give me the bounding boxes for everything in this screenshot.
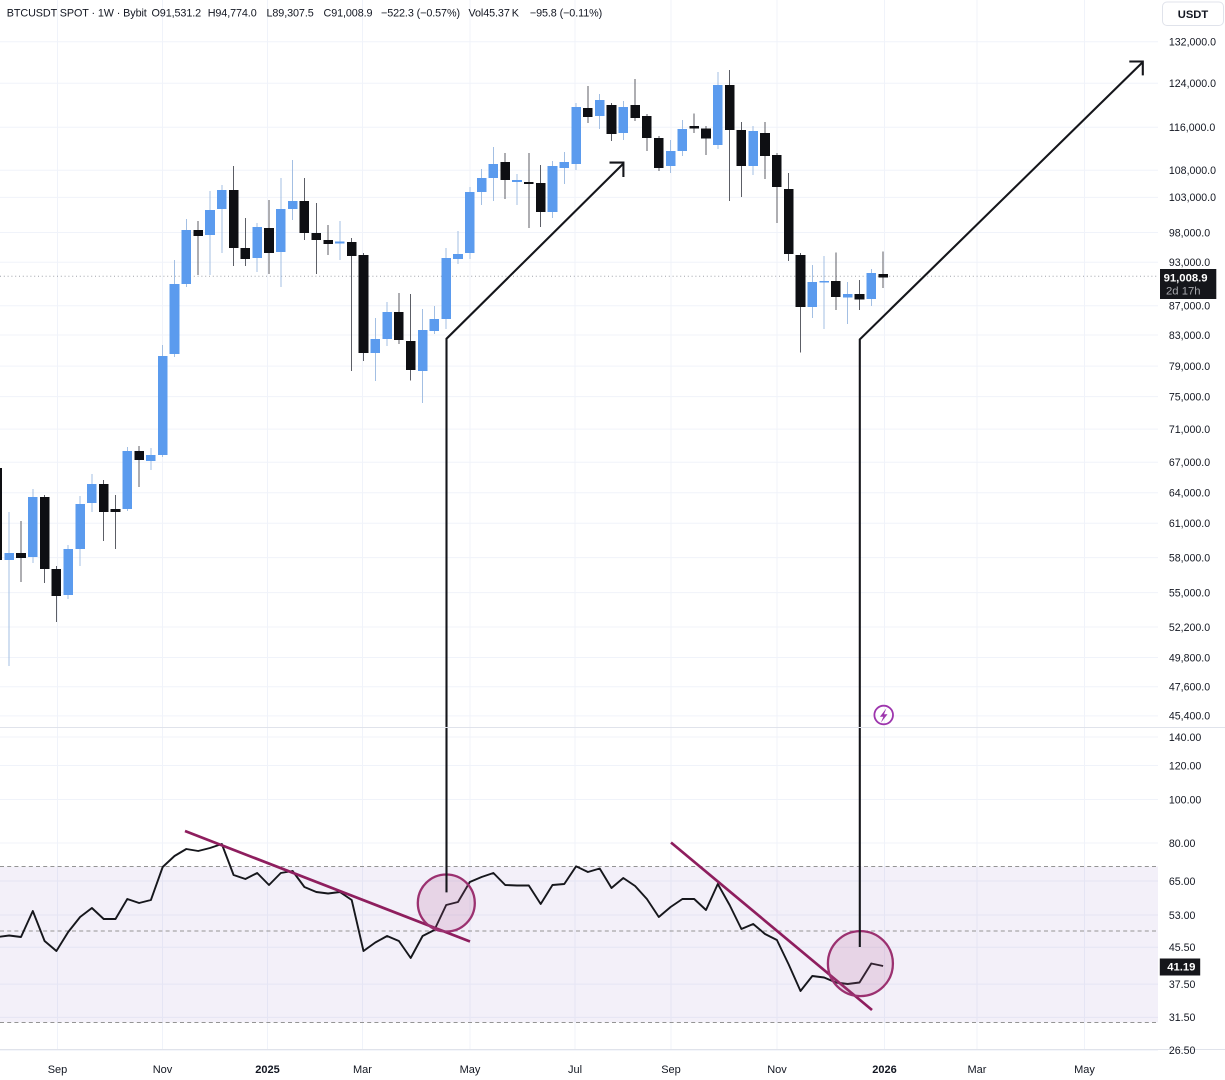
svg-text:87,000.0: 87,000.0 (1169, 301, 1210, 313)
svg-text:79,000.0: 79,000.0 (1169, 361, 1210, 373)
svg-text:−95.8 (−0.11%): −95.8 (−0.11%) (530, 7, 602, 19)
svg-text:67,000.0: 67,000.0 (1169, 457, 1210, 469)
svg-text:2026: 2026 (872, 1064, 896, 1076)
svg-text:37.50: 37.50 (1169, 979, 1196, 991)
svg-text:71,000.0: 71,000.0 (1169, 424, 1210, 436)
svg-text:Sep: Sep (48, 1064, 68, 1076)
svg-text:108,000.0: 108,000.0 (1169, 165, 1216, 177)
svg-text:116,000.0: 116,000.0 (1169, 122, 1215, 134)
svg-text:May: May (1074, 1064, 1095, 1076)
svg-text:64,000.0: 64,000.0 (1169, 488, 1210, 500)
svg-text:65.00: 65.00 (1169, 876, 1196, 888)
svg-text:31.50: 31.50 (1169, 1012, 1196, 1024)
svg-text:91,008.9: 91,008.9 (1164, 272, 1208, 284)
svg-text:75,000.0: 75,000.0 (1169, 391, 1210, 403)
svg-text:USDT: USDT (1178, 9, 1209, 21)
svg-text:BTCUSDT SPOT · 1W · Bybit: BTCUSDT SPOT · 1W · Bybit (7, 7, 147, 19)
svg-text:98,000.0: 98,000.0 (1169, 227, 1210, 239)
svg-text:100.00: 100.00 (1169, 794, 1202, 806)
svg-text:O91,531.2: O91,531.2 (152, 7, 202, 19)
svg-text:Mar: Mar (968, 1064, 987, 1076)
svg-text:May: May (460, 1064, 481, 1076)
svg-text:2d 17h: 2d 17h (1166, 285, 1201, 297)
svg-text:C91,008.9: C91,008.9 (324, 7, 373, 19)
svg-text:55,000.0: 55,000.0 (1169, 587, 1210, 599)
svg-text:Jul: Jul (568, 1064, 582, 1076)
svg-text:124,000.0: 124,000.0 (1169, 78, 1216, 90)
svg-text:Sep: Sep (661, 1064, 681, 1076)
svg-text:80.00: 80.00 (1169, 838, 1196, 850)
svg-text:61,000.0: 61,000.0 (1169, 518, 1210, 530)
svg-text:41.19: 41.19 (1167, 962, 1195, 974)
svg-text:26.50: 26.50 (1169, 1045, 1196, 1057)
svg-text:Mar: Mar (353, 1064, 372, 1076)
svg-text:93,000.0: 93,000.0 (1169, 257, 1210, 269)
svg-text:Nov: Nov (153, 1064, 173, 1076)
svg-text:58,000.0: 58,000.0 (1169, 552, 1210, 564)
svg-text:L89,307.5: L89,307.5 (267, 7, 314, 19)
svg-text:2025: 2025 (255, 1064, 279, 1076)
svg-text:103,000.0: 103,000.0 (1169, 192, 1216, 204)
svg-text:45,400.0: 45,400.0 (1169, 711, 1210, 723)
svg-text:47,600.0: 47,600.0 (1169, 682, 1210, 694)
svg-text:Nov: Nov (767, 1064, 787, 1076)
svg-text:120.00: 120.00 (1169, 760, 1202, 772)
svg-text:132,000.0: 132,000.0 (1169, 37, 1216, 49)
svg-text:Vol45.37 K: Vol45.37 K (469, 7, 520, 19)
svg-text:83,000.0: 83,000.0 (1169, 330, 1210, 342)
svg-text:−522.3 (−0.57%): −522.3 (−0.57%) (381, 7, 460, 19)
svg-text:140.00: 140.00 (1169, 732, 1202, 744)
svg-text:49,800.0: 49,800.0 (1169, 652, 1210, 664)
svg-text:H94,774.0: H94,774.0 (208, 7, 257, 19)
svg-text:53.00: 53.00 (1169, 910, 1196, 922)
svg-text:45.50: 45.50 (1169, 942, 1196, 954)
svg-text:52,200.0: 52,200.0 (1169, 622, 1210, 634)
